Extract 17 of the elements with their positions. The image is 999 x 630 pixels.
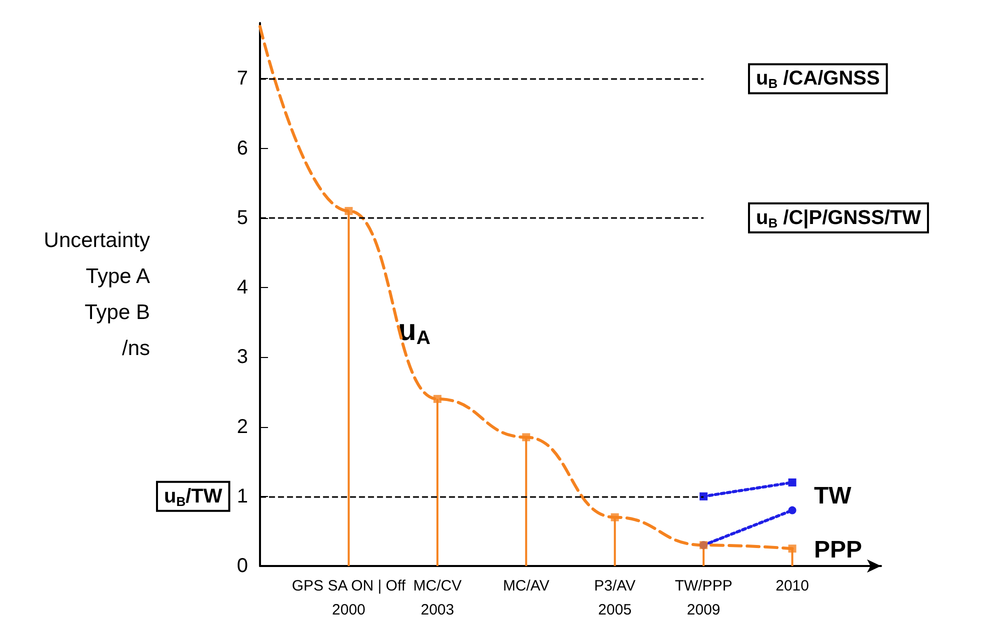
annotation: PPP xyxy=(814,536,862,564)
y-tick-label: 7 xyxy=(236,68,248,90)
x-tick-label: MC/AV xyxy=(502,578,550,594)
x-tick-label: TW/PPP 2009 xyxy=(674,578,732,618)
y-tick-label: 1 xyxy=(236,485,248,508)
x-tick-label: MC/CV 2003 xyxy=(413,578,462,618)
x-tick-label: P3/AV 2005 xyxy=(594,578,636,618)
y-tick-label: 5 xyxy=(236,206,248,229)
y-tick-label: 6 xyxy=(236,137,248,160)
y-tick-label: 3 xyxy=(236,346,248,368)
annotation: TW xyxy=(814,482,852,510)
x-tick-label: GPS SA ON | Off 2000 xyxy=(292,578,406,618)
y-tick-label: 2 xyxy=(236,416,248,438)
x-tick-label: 2010 xyxy=(776,578,809,594)
y-axis-title: Uncertainty Type A Type B /ns xyxy=(44,229,150,360)
y-tick-label: 0 xyxy=(236,555,248,577)
y-tick-label: 4 xyxy=(236,276,248,299)
